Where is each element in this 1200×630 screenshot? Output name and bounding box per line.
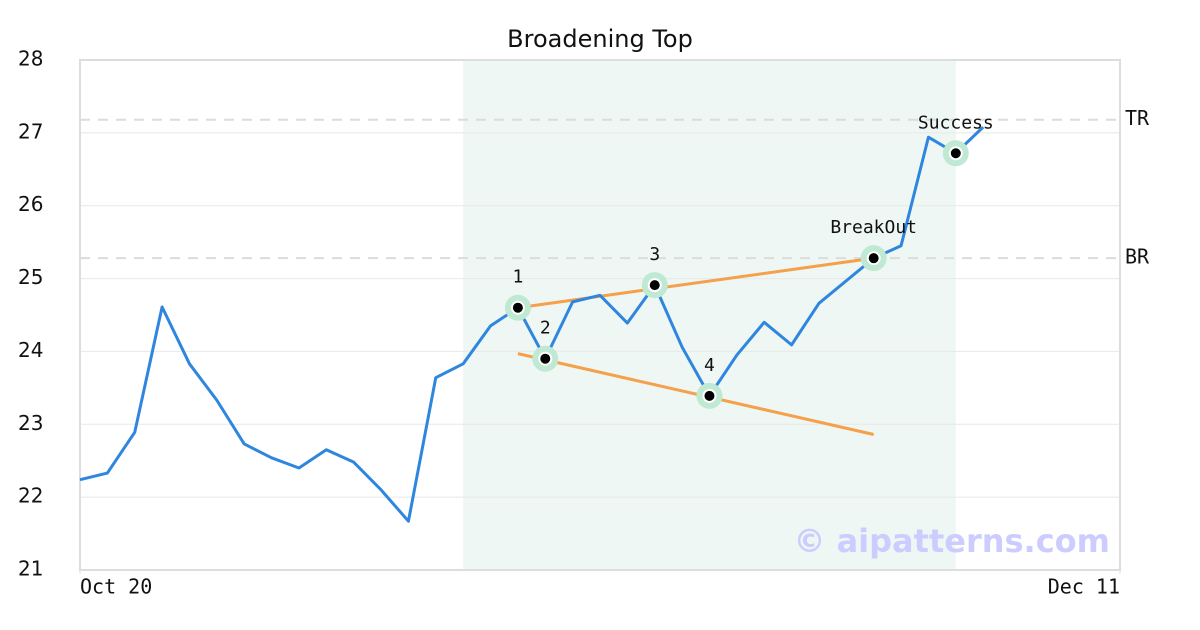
marker bbox=[510, 300, 525, 315]
chart-title: Broadening Top bbox=[507, 25, 693, 53]
x-tick-label: Dec 11 bbox=[1048, 575, 1120, 599]
y-tick-label: 22 bbox=[18, 484, 43, 508]
plot-border bbox=[79, 59, 1121, 571]
marker-label: 1 bbox=[512, 267, 523, 288]
y-tick-label: 26 bbox=[18, 192, 43, 216]
trendline bbox=[517, 352, 875, 436]
y-tick-label: 28 bbox=[18, 47, 43, 71]
marker bbox=[866, 251, 881, 266]
x-tick-label: Oct 20 bbox=[80, 575, 152, 599]
highlight-band bbox=[463, 60, 956, 570]
y-tick-label: 27 bbox=[18, 119, 43, 143]
price-line bbox=[79, 125, 985, 523]
marker bbox=[948, 146, 963, 161]
level-label: TR bbox=[1125, 106, 1150, 130]
y-tick-label: 23 bbox=[18, 411, 43, 435]
marker-label: Success bbox=[918, 112, 994, 133]
marker bbox=[538, 351, 553, 366]
marker-label: 3 bbox=[649, 244, 660, 265]
y-tick-label: 25 bbox=[18, 265, 43, 289]
marker-label: 2 bbox=[540, 318, 551, 339]
watermark: © aipatterns.com bbox=[793, 522, 1110, 560]
marker-label: BreakOut bbox=[830, 217, 917, 238]
marker bbox=[647, 278, 662, 293]
y-tick-label: 21 bbox=[18, 557, 43, 581]
marker bbox=[702, 388, 717, 403]
y-tick-label: 24 bbox=[18, 338, 43, 362]
level-label: BR bbox=[1125, 245, 1150, 269]
marker-label: 4 bbox=[704, 355, 715, 376]
